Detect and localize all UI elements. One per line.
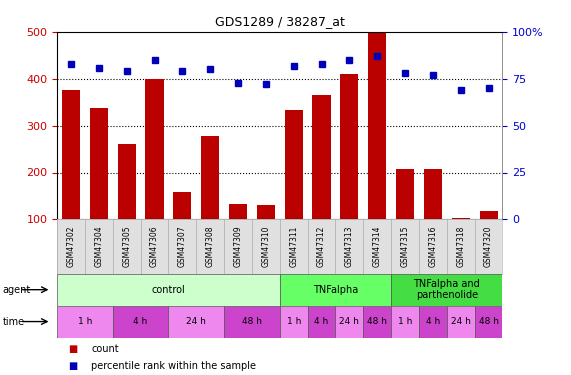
Bar <box>229 204 247 219</box>
Bar <box>308 219 336 274</box>
Text: GSM47305: GSM47305 <box>122 226 131 267</box>
Bar <box>257 206 275 219</box>
Bar <box>90 108 108 219</box>
Bar <box>280 274 391 306</box>
Text: 48 h: 48 h <box>242 317 262 326</box>
Bar <box>85 219 113 274</box>
Bar <box>57 306 113 338</box>
Bar <box>391 274 502 306</box>
Text: GSM47316: GSM47316 <box>428 226 437 267</box>
Bar <box>419 306 447 338</box>
Text: 24 h: 24 h <box>339 317 359 326</box>
Bar <box>480 211 497 219</box>
Text: GSM47307: GSM47307 <box>178 226 187 267</box>
Bar <box>335 219 363 274</box>
Text: GSM47304: GSM47304 <box>94 226 103 267</box>
Text: GSM47315: GSM47315 <box>400 226 409 267</box>
Text: time: time <box>3 316 25 327</box>
Bar <box>312 95 331 219</box>
Bar <box>447 219 475 274</box>
Bar <box>201 136 219 219</box>
Bar <box>363 306 391 338</box>
Bar <box>447 306 475 338</box>
Bar <box>113 306 168 338</box>
Bar <box>396 169 414 219</box>
Bar <box>146 79 163 219</box>
Bar <box>391 306 419 338</box>
Bar <box>168 219 196 274</box>
Bar <box>336 306 363 338</box>
Text: 1 h: 1 h <box>287 317 301 326</box>
Text: GSM47302: GSM47302 <box>66 226 75 267</box>
Text: 1 h: 1 h <box>398 317 412 326</box>
Text: 48 h: 48 h <box>367 317 387 326</box>
Bar <box>285 110 303 219</box>
Text: GSM47318: GSM47318 <box>456 226 465 267</box>
Text: TNFalpha and
parthenolide: TNFalpha and parthenolide <box>413 279 480 300</box>
Bar <box>308 306 336 338</box>
Bar <box>118 144 136 219</box>
Text: GSM47320: GSM47320 <box>484 226 493 267</box>
Bar <box>475 306 502 338</box>
Text: 48 h: 48 h <box>478 317 498 326</box>
Text: GSM47308: GSM47308 <box>206 226 215 267</box>
Text: percentile rank within the sample: percentile rank within the sample <box>91 361 256 370</box>
Bar <box>57 274 280 306</box>
Text: control: control <box>151 285 186 295</box>
Bar <box>174 192 191 219</box>
Bar <box>391 219 419 274</box>
Bar <box>475 219 502 274</box>
Bar <box>252 219 280 274</box>
Text: ■: ■ <box>69 361 78 370</box>
Bar <box>224 306 280 338</box>
Text: 4 h: 4 h <box>315 317 329 326</box>
Bar <box>57 219 85 274</box>
Text: 4 h: 4 h <box>426 317 440 326</box>
Bar <box>112 219 140 274</box>
Bar <box>424 169 442 219</box>
Text: GSM47311: GSM47311 <box>289 226 298 267</box>
Bar <box>196 219 224 274</box>
Bar <box>280 306 308 338</box>
Text: GSM47309: GSM47309 <box>234 226 243 267</box>
Text: GSM47306: GSM47306 <box>150 226 159 267</box>
Bar <box>363 219 391 274</box>
Text: 24 h: 24 h <box>451 317 471 326</box>
Bar <box>368 33 386 219</box>
Bar <box>140 219 168 274</box>
Bar <box>452 218 470 219</box>
Text: GDS1289 / 38287_at: GDS1289 / 38287_at <box>215 15 345 28</box>
Text: 4 h: 4 h <box>134 317 148 326</box>
Text: TNFalpha: TNFalpha <box>313 285 358 295</box>
Bar <box>168 306 224 338</box>
Bar <box>340 74 359 219</box>
Bar <box>419 219 447 274</box>
Text: agent: agent <box>3 285 31 295</box>
Bar <box>280 219 308 274</box>
Text: ■: ■ <box>69 344 78 354</box>
Bar <box>224 219 252 274</box>
Text: GSM47310: GSM47310 <box>262 226 271 267</box>
Text: GSM47313: GSM47313 <box>345 226 354 267</box>
Text: GSM47312: GSM47312 <box>317 226 326 267</box>
Text: 1 h: 1 h <box>78 317 92 326</box>
Text: GSM47314: GSM47314 <box>373 226 382 267</box>
Bar <box>62 90 80 219</box>
Text: 24 h: 24 h <box>186 317 206 326</box>
Text: count: count <box>91 344 119 354</box>
